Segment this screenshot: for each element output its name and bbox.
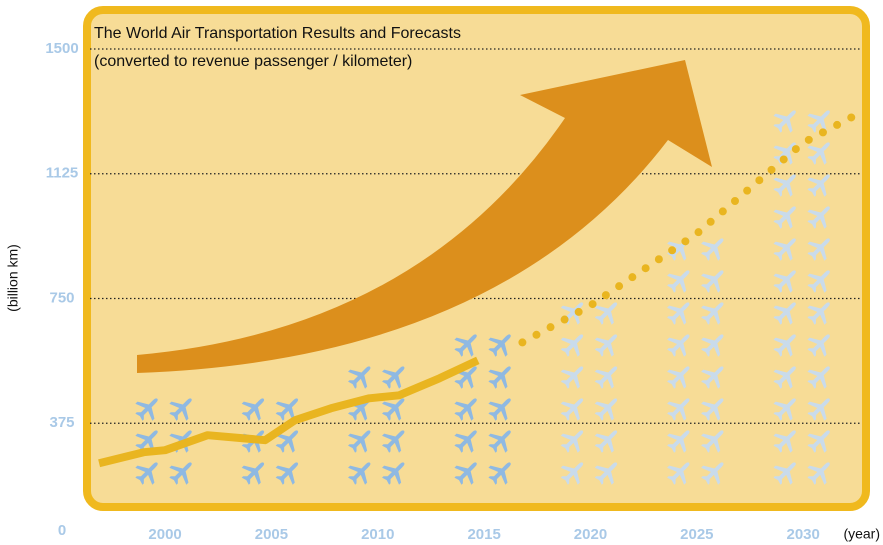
x-tick-label: 2020: [574, 526, 607, 543]
y-tick-label: 750: [49, 289, 74, 306]
x-tick-label: 2000: [148, 526, 181, 543]
y-tick-label: 0: [58, 522, 66, 539]
y-tick-label: 1125: [46, 165, 79, 182]
line-series: [98, 356, 480, 468]
x-tick-label: 2005: [255, 526, 288, 543]
chart-title: The World Air Transportation Results and…: [94, 25, 461, 42]
x-tick-label: 2015: [467, 526, 500, 543]
line-series: [518, 111, 859, 347]
x-tick-label: 2025: [680, 526, 713, 543]
x-tick-label: 2030: [787, 526, 820, 543]
y-tick-label: 375: [49, 414, 74, 431]
y-axis-label: (billion km): [5, 244, 21, 312]
lines: [98, 111, 859, 468]
x-tick-label: 2010: [361, 526, 394, 543]
grid: [90, 48, 860, 424]
x-axis-label: (year): [843, 526, 880, 542]
growth-arrow: [137, 60, 712, 373]
y-tick-label: 1500: [45, 40, 78, 57]
chart-subtitle: (converted to revenue passenger / kilome…: [94, 53, 412, 70]
